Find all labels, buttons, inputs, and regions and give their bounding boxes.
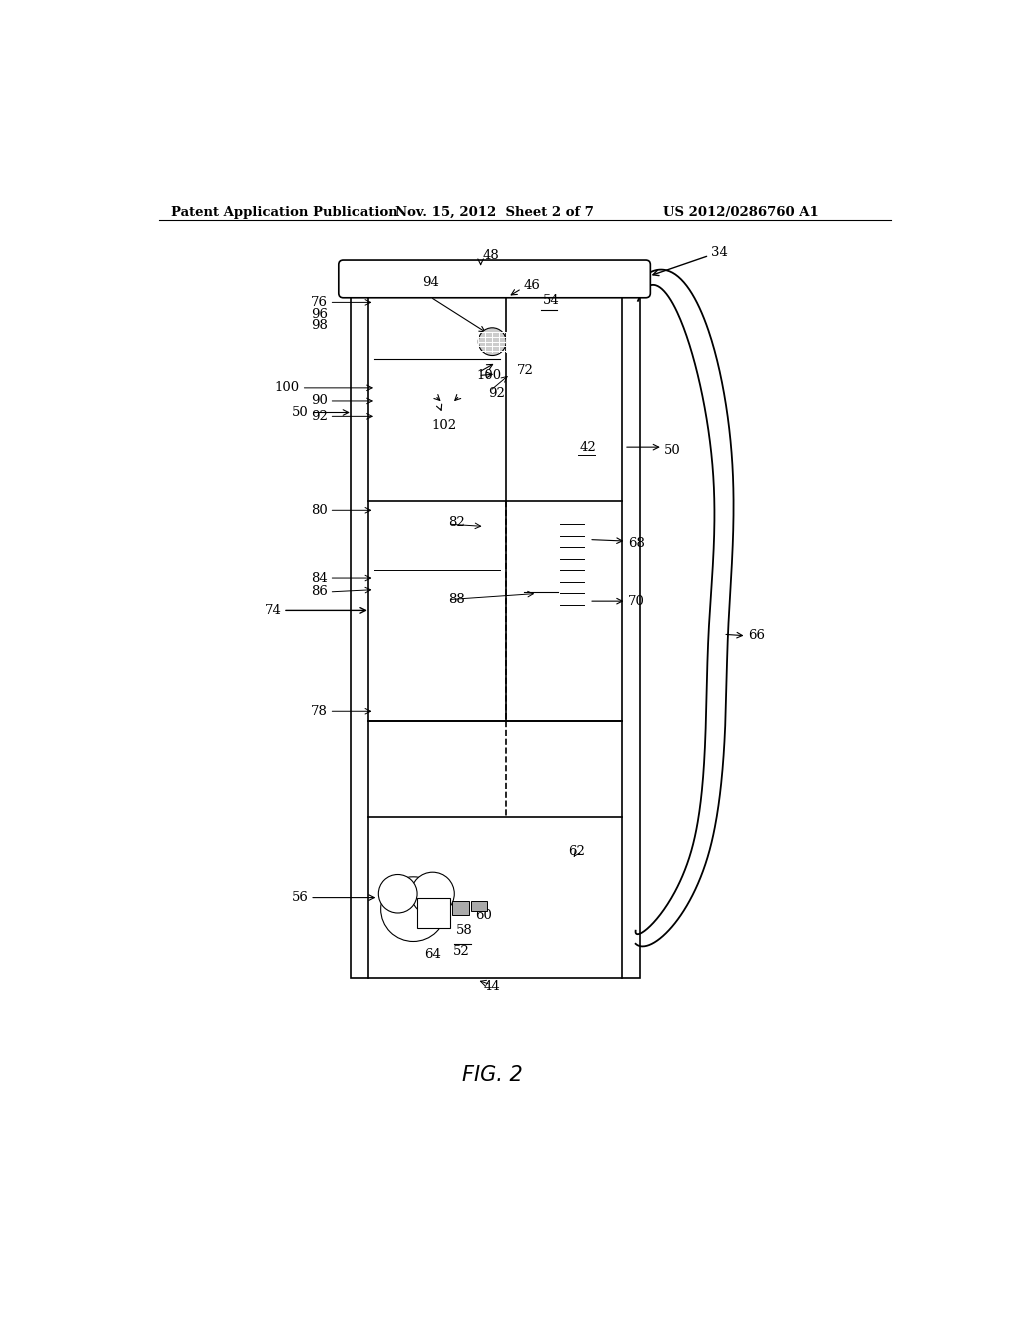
Bar — [381, 416, 396, 425]
Text: 42: 42 — [580, 441, 596, 454]
Text: 92: 92 — [488, 387, 505, 400]
Text: 86: 86 — [311, 585, 328, 598]
Text: 50: 50 — [292, 407, 308, 418]
Bar — [417, 898, 450, 928]
Bar — [423, 529, 454, 539]
Text: 82: 82 — [449, 516, 465, 529]
Text: 90: 90 — [311, 395, 328, 408]
Bar — [479, 385, 495, 395]
Bar — [557, 690, 588, 705]
Circle shape — [411, 873, 455, 915]
FancyBboxPatch shape — [339, 260, 650, 298]
Text: 88: 88 — [449, 593, 465, 606]
Bar — [381, 430, 396, 441]
Text: 52: 52 — [453, 945, 470, 958]
Circle shape — [378, 875, 417, 913]
Text: 46: 46 — [523, 279, 540, 292]
Bar — [414, 407, 475, 442]
Text: 62: 62 — [568, 845, 585, 858]
Text: 94: 94 — [422, 276, 438, 289]
Text: 50: 50 — [665, 445, 681, 458]
Bar — [479, 400, 495, 409]
Bar — [474, 585, 485, 593]
Text: 98: 98 — [311, 319, 328, 333]
Text: 44: 44 — [484, 979, 501, 993]
Text: 74: 74 — [264, 603, 282, 616]
Bar — [382, 515, 417, 549]
Bar — [452, 902, 469, 915]
Text: Patent Application Publication: Patent Application Publication — [171, 206, 397, 219]
Text: 56: 56 — [292, 891, 308, 904]
Text: US 2012/0286760 A1: US 2012/0286760 A1 — [663, 206, 818, 219]
Bar — [525, 405, 638, 482]
Bar — [479, 430, 495, 441]
Text: 96: 96 — [311, 308, 328, 321]
Bar — [446, 597, 458, 605]
FancyBboxPatch shape — [555, 511, 589, 710]
Bar — [446, 585, 458, 593]
Bar — [375, 507, 500, 714]
Bar — [381, 400, 396, 409]
Text: 78: 78 — [311, 705, 328, 718]
Bar — [375, 301, 500, 495]
Bar — [381, 581, 423, 587]
Text: 60: 60 — [475, 908, 493, 921]
Bar — [432, 585, 443, 593]
Bar — [471, 902, 486, 911]
Bar — [479, 416, 495, 425]
Text: 92: 92 — [311, 409, 328, 422]
Text: 58: 58 — [456, 924, 472, 937]
Bar — [479, 370, 495, 379]
Text: Nov. 15, 2012  Sheet 2 of 7: Nov. 15, 2012 Sheet 2 of 7 — [395, 206, 594, 219]
Bar — [386, 318, 467, 335]
Text: 102: 102 — [432, 418, 457, 432]
Text: 54: 54 — [543, 294, 559, 308]
Text: 80: 80 — [311, 504, 328, 517]
Text: 64: 64 — [424, 948, 441, 961]
Text: 76: 76 — [311, 296, 328, 309]
Bar — [444, 851, 572, 940]
Text: 34: 34 — [711, 246, 728, 259]
Text: 66: 66 — [748, 630, 765, 643]
Bar — [474, 597, 485, 605]
Bar — [375, 821, 616, 965]
Bar — [461, 597, 471, 605]
Circle shape — [478, 327, 506, 355]
Bar — [381, 370, 396, 379]
Bar — [461, 585, 471, 593]
Bar — [483, 502, 521, 531]
Circle shape — [381, 876, 445, 941]
Text: 84: 84 — [311, 572, 328, 585]
Bar — [381, 385, 396, 395]
Bar — [386, 348, 467, 358]
Text: 100: 100 — [477, 370, 502, 381]
Text: FIG. 2: FIG. 2 — [462, 1065, 522, 1085]
Bar — [432, 597, 443, 605]
Text: 48: 48 — [482, 249, 499, 263]
Text: 100: 100 — [274, 381, 300, 395]
Bar — [457, 371, 472, 380]
Bar — [435, 371, 451, 380]
Text: 70: 70 — [628, 594, 645, 607]
Bar — [414, 371, 429, 380]
Text: 68: 68 — [628, 537, 645, 550]
Bar — [351, 293, 640, 978]
Text: 72: 72 — [517, 363, 534, 376]
